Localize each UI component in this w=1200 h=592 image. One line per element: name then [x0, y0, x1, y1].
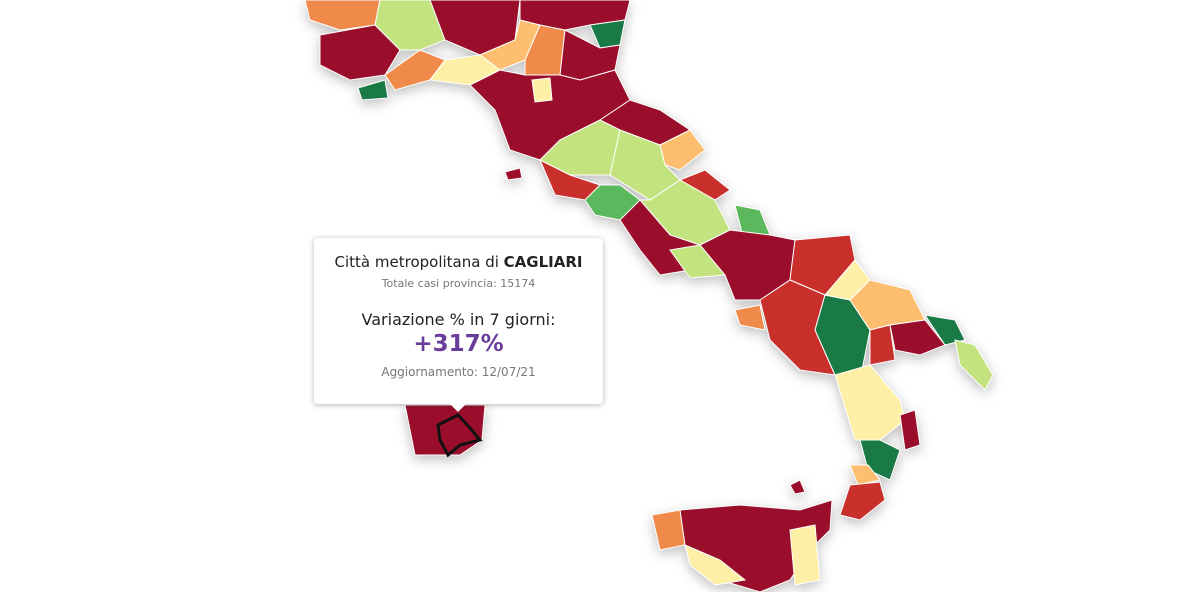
region[interactable]	[651, 509, 686, 551]
province-name: CAGLIARI	[503, 253, 583, 271]
total-label: Totale casi provincia:	[381, 277, 497, 290]
tooltip: Città metropolitana di CAGLIARI Totale c…	[314, 238, 603, 412]
region[interactable]	[923, 314, 966, 346]
change-value: +317%	[413, 331, 504, 357]
region[interactable]	[889, 319, 946, 356]
region[interactable]	[849, 464, 881, 486]
total-cases: 15174	[500, 277, 536, 290]
region[interactable]	[519, 0, 631, 31]
region[interactable]	[734, 304, 766, 331]
region[interactable]	[304, 0, 381, 31]
title-prefix: Città metropolitana di	[334, 253, 499, 271]
total-line: Totale casi provincia: 15174	[314, 277, 603, 290]
updated-date: Aggiornamento: 12/07/21	[381, 365, 536, 379]
region[interactable]	[357, 79, 389, 101]
region[interactable]	[789, 524, 821, 586]
region[interactable]	[531, 77, 553, 103]
selected-region[interactable]	[436, 413, 483, 458]
region[interactable]	[899, 409, 921, 451]
region[interactable]	[684, 544, 747, 586]
region[interactable]	[789, 479, 806, 495]
region[interactable]	[504, 167, 523, 181]
region[interactable]	[954, 339, 994, 391]
tooltip-title: Città metropolitana di CAGLIARI	[314, 253, 603, 271]
region[interactable]	[834, 364, 906, 441]
region[interactable]	[589, 19, 626, 49]
change-label: Variazione % in 7 giorni:	[361, 310, 556, 329]
region[interactable]	[869, 324, 896, 366]
region[interactable]	[839, 481, 886, 521]
